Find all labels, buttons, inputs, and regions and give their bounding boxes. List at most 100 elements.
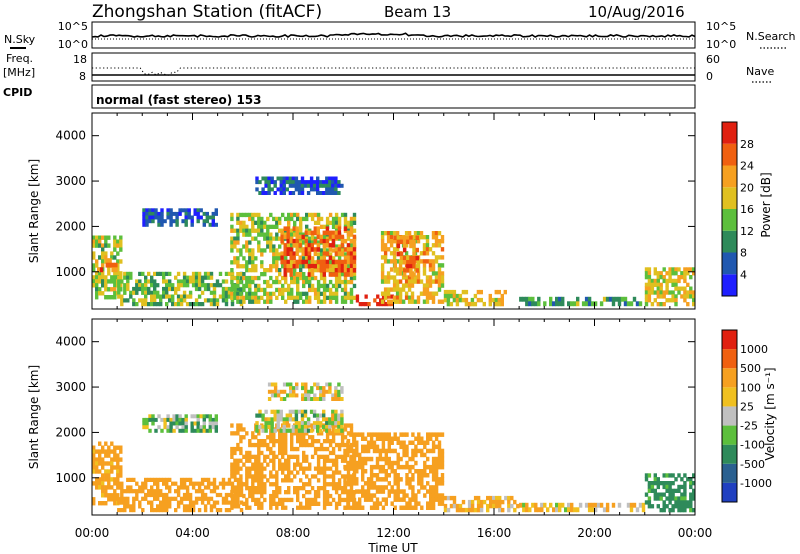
power-cell xyxy=(254,287,258,293)
velocity-cell xyxy=(366,497,371,502)
power-cell xyxy=(289,268,293,273)
power-cell xyxy=(416,295,421,300)
velocity-cell xyxy=(171,481,175,486)
power-cell xyxy=(692,271,696,276)
power-cell xyxy=(422,259,427,264)
power-cell xyxy=(286,238,290,244)
power-cell xyxy=(328,291,333,296)
velocity-cell xyxy=(206,481,211,486)
power-cell xyxy=(272,252,276,257)
velocity-cell xyxy=(113,457,117,462)
velocity-cell xyxy=(331,435,336,440)
velocity-cell xyxy=(322,458,327,463)
velocity-cell xyxy=(313,439,318,444)
power-cell xyxy=(671,271,675,276)
power-cell xyxy=(236,232,240,237)
velocity-cell xyxy=(650,504,655,509)
power-cell xyxy=(275,268,279,273)
power-cell xyxy=(242,224,246,229)
power-cell xyxy=(101,255,105,260)
power-cell xyxy=(194,283,199,288)
velocity-cell xyxy=(331,431,336,436)
power-cell xyxy=(165,294,169,299)
power-cell xyxy=(151,219,155,224)
velocity-cell xyxy=(431,460,436,466)
velocity-cell xyxy=(322,462,327,467)
velocity-cell xyxy=(605,507,610,513)
velocity-cell xyxy=(355,460,359,466)
velocity-cell xyxy=(193,428,197,433)
power-cell xyxy=(113,291,117,296)
velocity-cell xyxy=(116,493,120,498)
power-cell xyxy=(297,180,302,185)
velocity-cell xyxy=(689,508,693,513)
power-cell xyxy=(346,230,351,236)
velocity-cell xyxy=(361,485,365,490)
power-cell xyxy=(431,291,436,296)
power-cell xyxy=(422,263,427,268)
velocity-cell xyxy=(221,496,226,501)
velocity-cell xyxy=(384,448,388,454)
power-cell xyxy=(319,259,323,265)
velocity-cell xyxy=(251,442,255,448)
velocity-cell xyxy=(212,489,217,494)
power-cell xyxy=(308,283,312,289)
power-cell xyxy=(92,255,96,260)
velocity-cell xyxy=(98,461,102,466)
velocity-cell xyxy=(221,477,226,482)
power-cell xyxy=(623,296,628,302)
velocity-cell xyxy=(284,490,288,495)
velocity-cell xyxy=(119,469,123,474)
power-cell xyxy=(340,287,345,293)
power-cell xyxy=(319,252,324,257)
velocity-cell xyxy=(184,414,188,419)
power-cell xyxy=(396,239,401,245)
power-cell xyxy=(248,252,252,257)
velocity-cell xyxy=(284,478,288,483)
velocity-cell xyxy=(156,508,160,513)
velocity-cell xyxy=(328,386,332,391)
power-cell xyxy=(500,301,504,307)
velocity-cell xyxy=(437,440,442,445)
velocity-cell xyxy=(414,448,418,454)
velocity-cell xyxy=(431,501,436,506)
velocity-cell xyxy=(384,485,388,490)
velocity-cell xyxy=(387,493,391,498)
power-cell xyxy=(392,247,397,252)
power-cell xyxy=(263,224,267,229)
velocity-cell xyxy=(531,502,535,508)
velocity-cell xyxy=(95,481,99,486)
velocity-cell xyxy=(299,431,303,436)
velocity-cell xyxy=(346,448,350,454)
velocity-cell xyxy=(402,464,406,470)
power-cell xyxy=(176,286,181,292)
power-cell xyxy=(656,271,660,276)
power-cell xyxy=(452,289,457,295)
velocity-cell xyxy=(159,508,163,513)
power-cell xyxy=(322,299,327,304)
velocity-cell xyxy=(331,458,336,463)
velocity-cell xyxy=(221,500,226,505)
velocity-cell xyxy=(254,470,258,475)
power-cell xyxy=(313,275,318,281)
velocity-cell xyxy=(396,440,400,445)
velocity-cell xyxy=(110,449,114,454)
power-cell xyxy=(260,272,264,277)
velocity-cell xyxy=(208,421,212,426)
power-cell xyxy=(257,299,261,304)
power-cell xyxy=(119,235,123,240)
power-cell xyxy=(188,275,193,280)
power-cell xyxy=(331,283,336,289)
power-cell xyxy=(166,211,170,216)
power-cell xyxy=(159,271,163,276)
power-cell xyxy=(328,279,333,285)
velocity-cell xyxy=(420,452,424,458)
power-cell xyxy=(343,272,348,277)
velocity-cell xyxy=(328,431,333,436)
power-cell xyxy=(236,248,240,253)
velocity-cell xyxy=(257,458,261,463)
velocity-cell xyxy=(98,501,102,506)
velocity-cell xyxy=(417,473,421,478)
velocity-cell xyxy=(230,454,234,459)
power-cell xyxy=(251,236,255,241)
